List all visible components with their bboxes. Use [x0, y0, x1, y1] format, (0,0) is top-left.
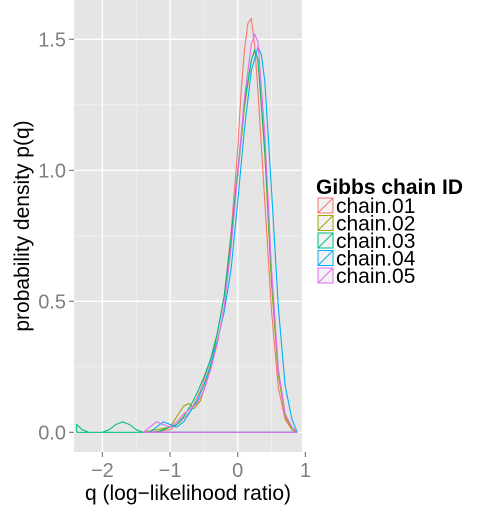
legend-label: chain.01: [336, 195, 415, 218]
legend-key-diagonal: [317, 232, 334, 249]
y-axis-ticks: 0.0 0.5 1.0 1.5: [38, 29, 74, 444]
y-tick-label: 1.0: [38, 160, 66, 182]
x-axis-title: q (log−likelihood ratio): [85, 482, 291, 505]
legend-key-diagonal: [317, 267, 334, 284]
legend-key-outline: [317, 215, 334, 231]
x-tick-label: −1: [159, 460, 182, 482]
density-curves: [76, 17, 298, 433]
legend-key-diagonal: [317, 197, 334, 214]
density-curve-chain-01: [149, 17, 298, 433]
y-axis-title: probability density p(q): [11, 120, 34, 331]
legend-key-outline: [317, 250, 334, 266]
legend-key-outline: [317, 232, 334, 249]
x-tick-label: 0: [232, 460, 243, 482]
legend: Gibbs chain ID chain.01chain.02chain.03c…: [316, 176, 463, 288]
panel-background: [74, 0, 302, 452]
density-curve-chain-05: [142, 33, 298, 433]
y-tick-label: 0.5: [38, 291, 66, 313]
legend-key-outline: [317, 197, 334, 214]
legend-key-diagonal: [317, 250, 334, 266]
x-tick-label: 1: [300, 460, 311, 482]
legend-label: chain.02: [336, 213, 415, 236]
legend-label: chain.05: [336, 265, 415, 288]
x-tick-label: −2: [91, 460, 114, 482]
legend-title: Gibbs chain ID: [316, 176, 463, 199]
x-axis-ticks: −2 −1 0 1: [91, 452, 311, 482]
legend-key-outline: [317, 267, 334, 284]
y-tick-label: 1.5: [38, 29, 66, 51]
legend-label: chain.04: [336, 248, 416, 271]
y-tick-label: 0.0: [38, 422, 66, 444]
density-curve-chain-04: [149, 46, 298, 433]
legend-key-diagonal: [317, 215, 334, 231]
legend-label: chain.03: [336, 230, 415, 253]
